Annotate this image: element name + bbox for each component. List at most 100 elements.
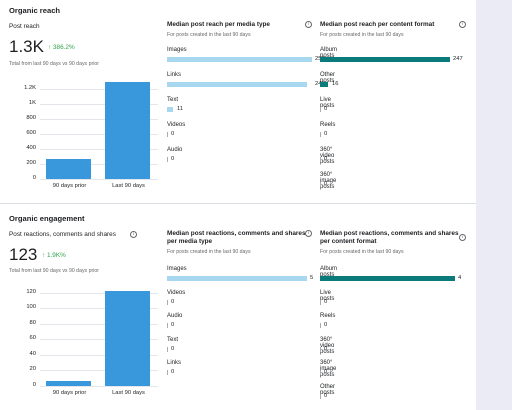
chart-gridline xyxy=(40,339,158,341)
reactions-caption: Total from last 90 days vs 90 days prior xyxy=(9,268,99,274)
chart-ytick-label: 100 xyxy=(26,304,36,311)
list-item-value: 247 xyxy=(453,56,463,62)
list-item-zero-tick xyxy=(167,346,168,352)
list-item-zero-tick xyxy=(320,370,321,375)
post-reach-value: 1.3K xyxy=(9,37,44,56)
info-icon[interactable]: i xyxy=(459,234,466,241)
eng-content-format-subtitle: For posts created in the last 90 days xyxy=(320,249,404,255)
reactions-heading: Post reactions, comments and shares xyxy=(9,231,116,238)
eng-content-format-heading: Median post reactions, comments and shar… xyxy=(320,230,459,246)
list-item-value: 0 xyxy=(171,369,175,375)
list-item-bar xyxy=(320,57,450,62)
chart-ytick-label: 400 xyxy=(26,145,36,152)
list-item-zero-tick xyxy=(167,370,168,375)
list-item-value: 0 xyxy=(171,298,175,305)
list-item-label: Audio xyxy=(167,313,183,319)
chart-bar xyxy=(46,381,91,386)
list-item-zero-tick xyxy=(320,182,321,187)
list-item-zero-tick xyxy=(320,299,321,305)
list-item-value: 248 xyxy=(315,81,325,87)
list-item-zero-tick xyxy=(320,393,321,399)
reach-media-type-heading: Median post reach per media type xyxy=(167,21,270,28)
chart-gridline xyxy=(40,89,158,91)
section-title-organic-reach: Organic reach xyxy=(9,6,61,15)
chart-gridline xyxy=(40,104,158,106)
list-item-value: 0 xyxy=(324,106,328,112)
list-item-value: 16 xyxy=(332,81,339,87)
chart-xtick-label: 90 days prior xyxy=(52,390,87,396)
list-item-bar xyxy=(167,107,173,112)
reach-media-type-subtitle: For posts created in the last 90 days xyxy=(167,32,251,38)
list-item-value: 0 xyxy=(171,156,175,162)
list-item-label: Audio xyxy=(167,147,183,153)
list-item-value: 0 xyxy=(324,156,328,162)
chart-gridline xyxy=(40,119,158,121)
eng-media-type-heading: Median post reactions, comments and shar… xyxy=(167,230,306,246)
info-icon[interactable]: i xyxy=(459,21,466,28)
list-item-label: Reels xyxy=(320,313,336,319)
list-item-label: Other posts xyxy=(320,383,336,396)
info-icon[interactable]: i xyxy=(130,231,137,238)
section-title-organic-engagement: Organic engagement xyxy=(9,214,85,223)
info-icon[interactable]: i xyxy=(305,230,312,237)
list-item-label: Live posts xyxy=(320,289,335,302)
list-item-value: 0 xyxy=(171,345,175,352)
list-item-label: Reels xyxy=(320,122,336,128)
chart-bar xyxy=(105,82,150,179)
chart-ytick-label: 40 xyxy=(29,350,36,357)
chart-gridline xyxy=(40,292,158,294)
list-item-value: 0 xyxy=(171,131,175,137)
list-item-label: 360° video posts xyxy=(320,336,335,355)
list-item-label: 360° image posts xyxy=(320,360,337,378)
chart-gridline xyxy=(40,134,158,136)
list-item-value: 5 xyxy=(310,275,314,281)
chart-ytick-label: 600 xyxy=(26,130,36,137)
eng-media-type-subtitle: For posts created in the last 90 days xyxy=(167,249,251,255)
chart-ytick-label: 120 xyxy=(26,288,36,295)
list-item-label: 360° video posts xyxy=(320,147,335,165)
chart-ytick-label: 800 xyxy=(26,115,36,122)
chart-ytick-label: 20 xyxy=(29,366,36,373)
chart-gridline xyxy=(40,323,158,325)
chart-xtick-label: Last 90 days xyxy=(112,390,145,396)
list-item-value: 0 xyxy=(324,369,328,375)
list-item-label: Images xyxy=(167,47,187,53)
list-item-value: 11 xyxy=(177,106,184,112)
list-item-label: 360° image posts xyxy=(320,172,337,190)
list-item-label: Live posts xyxy=(320,97,335,109)
chart-gridline xyxy=(40,164,158,166)
list-item-bar xyxy=(320,276,455,281)
list-item-bar xyxy=(167,276,307,281)
list-item-bar xyxy=(167,57,312,62)
chart-ytick-label: 80 xyxy=(29,319,36,326)
post-reach-chart: 0 200 400 600 800 1K 1.2K 90 days prior Last 90 … xyxy=(0,76,165,196)
info-icon[interactable]: i xyxy=(305,21,312,28)
insights-panel: Organic reach Post reach 1.3K ↑ 386.2% T… xyxy=(0,0,476,410)
reactions-trend: ↑ 1.9K% xyxy=(42,252,66,259)
list-item-value: 0 xyxy=(324,322,328,328)
list-item-label: Images xyxy=(167,266,187,272)
list-item-value: 0 xyxy=(171,322,175,328)
chart-gridline xyxy=(40,370,158,372)
list-item-zero-tick xyxy=(320,346,321,352)
section-divider xyxy=(0,203,476,204)
chart-gridline xyxy=(40,179,158,180)
list-item-zero-tick xyxy=(320,323,321,328)
list-item-zero-tick xyxy=(320,157,321,162)
chart-bar xyxy=(105,290,150,386)
chart-gridline xyxy=(40,308,158,310)
list-item-zero-tick xyxy=(167,157,168,162)
post-reach-trend: ↑ 386.2% xyxy=(48,44,75,51)
post-reach-caption: Total from last 90 days vs 90 days prior xyxy=(9,61,99,67)
chart-ytick-label: 0 xyxy=(32,175,36,181)
list-item-value: 0 xyxy=(324,298,328,305)
list-item-label: Text xyxy=(167,97,179,103)
list-item-value: 0 xyxy=(324,131,328,137)
chart-gridline xyxy=(40,354,158,356)
list-item-label: Links xyxy=(167,72,182,78)
list-item-value: 4 xyxy=(458,275,462,281)
list-item-label: Videos xyxy=(167,289,186,296)
reach-content-format-heading: Median post reach per content format xyxy=(320,21,435,28)
list-item-label: Links xyxy=(167,360,182,366)
list-item-zero-tick xyxy=(320,132,321,137)
